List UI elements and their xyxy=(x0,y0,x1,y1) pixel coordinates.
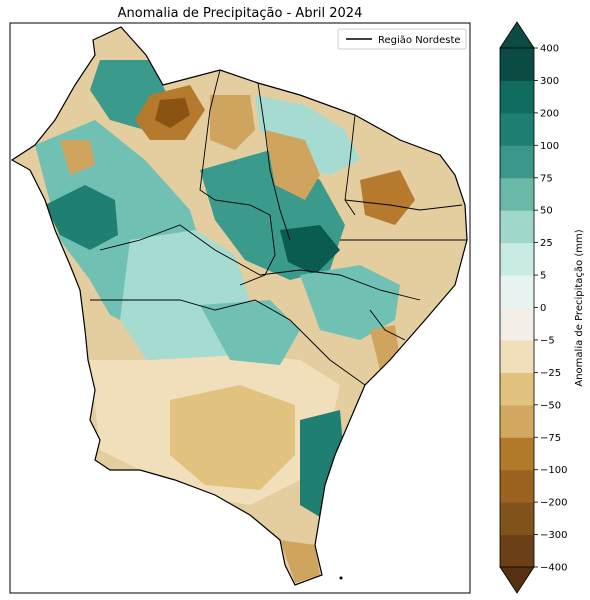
colorbar: −400−300−200−100−75−50−25−50525507510020… xyxy=(499,21,585,594)
colorbar-tick-label: 75 xyxy=(540,173,553,184)
anomaly-zone-teal-central xyxy=(120,230,250,375)
colorbar-band xyxy=(500,437,534,471)
colorbar-band xyxy=(500,80,534,114)
state-borders xyxy=(90,69,467,386)
border-pi-ce xyxy=(257,82,291,241)
colorbar-band xyxy=(500,177,534,211)
colorbar-tick-label: 0 xyxy=(540,303,546,314)
colorbar-tick-label: −75 xyxy=(540,433,561,444)
anomaly-zone-dark-brown-north xyxy=(155,98,190,128)
map-legend: Região Nordeste xyxy=(337,28,467,50)
colorbar-tick-label: −50 xyxy=(540,400,561,411)
colorbar-band xyxy=(500,48,534,81)
colorbar-band xyxy=(500,469,534,503)
colorbar-tick-label: −100 xyxy=(540,465,567,476)
colorbar-tick-label: 100 xyxy=(540,141,559,152)
anomaly-zone-teal-northeast xyxy=(255,95,360,175)
colorbar-band xyxy=(500,502,534,536)
anomaly-zone-brown-rn xyxy=(360,170,415,225)
colorbar-band xyxy=(500,404,534,438)
colorbar-band xyxy=(500,339,534,373)
map-title: Anomalia de Precipitação - Abril 2024 xyxy=(118,6,363,21)
anomaly-zone-brown-south xyxy=(280,540,320,583)
colorbar-tick-label: 300 xyxy=(540,76,559,87)
colorbar-tick-label: −400 xyxy=(540,563,567,574)
colorbar-band xyxy=(500,210,534,244)
anomaly-zone-dark-center xyxy=(280,225,340,275)
anomaly-zone-brown-ceara xyxy=(265,130,320,200)
legend-box xyxy=(337,28,467,50)
colorbar-tick-label: 25 xyxy=(540,238,553,249)
anomaly-zone-brown-west xyxy=(60,140,95,175)
colorbar-tick-label: 5 xyxy=(540,271,546,282)
colorbar-tick-label: −5 xyxy=(540,335,555,346)
colorbar-tick-label: −25 xyxy=(540,368,561,379)
colorbar-band xyxy=(500,112,534,146)
colorbar-tick-label: 50 xyxy=(540,206,553,217)
colorbar-min-extension xyxy=(499,566,535,594)
anomaly-zone-teal-east xyxy=(300,265,400,340)
colorbar-band xyxy=(500,534,534,568)
colorbar-ticks: −400−300−200−100−75−50−25−50525507510020… xyxy=(534,44,567,574)
colorbar-tick-label: −200 xyxy=(540,498,567,509)
anomaly-zone-tan-bahia xyxy=(170,385,295,490)
border-ba-north xyxy=(90,299,366,386)
colorbar-band xyxy=(500,145,534,179)
island-marker xyxy=(339,576,343,580)
border-ma-pi xyxy=(199,69,276,286)
colorbar-tick-label: 400 xyxy=(540,44,559,55)
anomaly-zone-brown-maranhao xyxy=(210,95,255,150)
colorbar-max-extension xyxy=(499,21,535,49)
colorbar-bands xyxy=(499,21,535,594)
anomaly-zone-dark-teal-west xyxy=(45,185,118,250)
border-ce-rn xyxy=(344,114,356,216)
legend-label: Região Nordeste xyxy=(378,35,461,46)
colorbar-band xyxy=(500,307,534,341)
colorbar-band xyxy=(500,372,534,406)
colorbar-title: Anomalia de Precipitação (mm) xyxy=(574,229,585,386)
colorbar-tick-label: 200 xyxy=(540,108,559,119)
northeast-outline xyxy=(10,26,468,586)
anomaly-zone-teal-bahia-north xyxy=(200,300,300,365)
border-al-se xyxy=(369,309,406,341)
border-rn-pb xyxy=(344,199,463,211)
colorbar-band xyxy=(500,275,534,308)
border-pe-south xyxy=(99,224,421,301)
colorbar-tick-label: −300 xyxy=(540,530,567,541)
colorbar-band xyxy=(500,242,534,276)
